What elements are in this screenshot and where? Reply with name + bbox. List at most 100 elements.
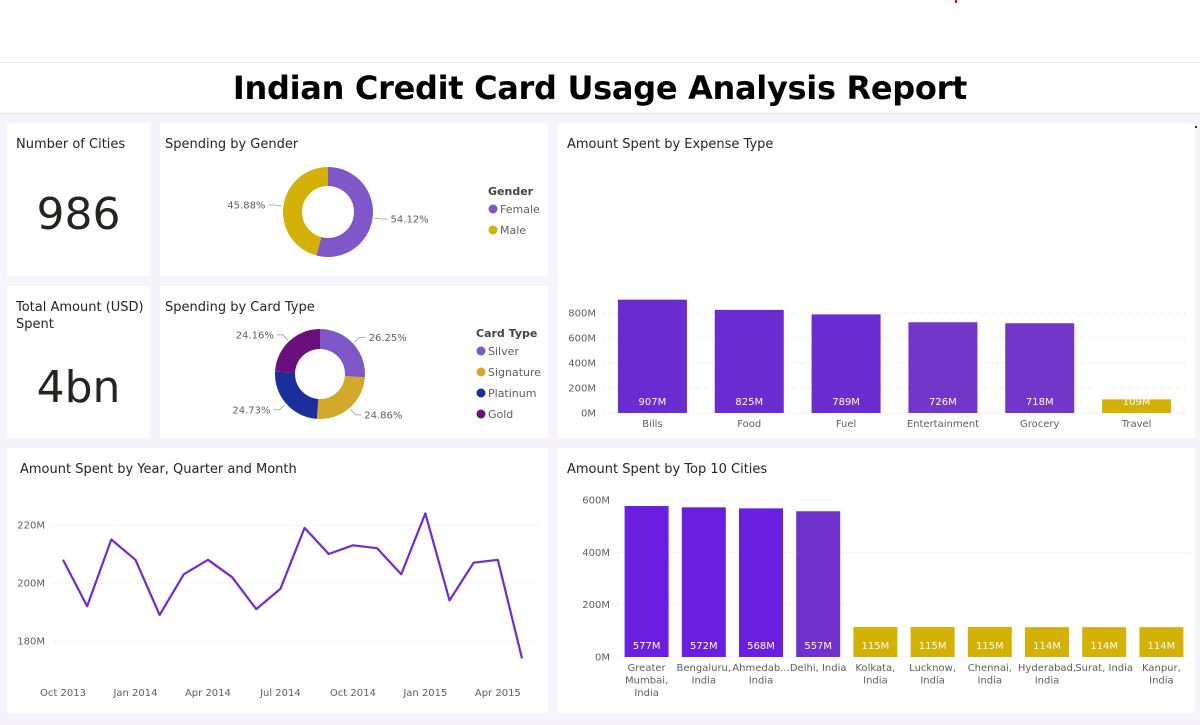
corner-mark (1195, 126, 1197, 128)
x-tick-label: Oct 2014 (330, 688, 376, 699)
y-tick-label: 200M (17, 579, 45, 590)
red-marker (955, 0, 957, 3)
bar-data-label: 115M (919, 641, 947, 652)
monthly-chart-card[interactable]: Amount Spent by Year, Quarter and Month … (7, 448, 548, 713)
donut-data-label: 24.73% (232, 405, 270, 416)
x-tick-label: Kanpur, (1142, 663, 1181, 674)
x-tick-label: Bills (642, 419, 662, 430)
bar-data-label: 114M (1148, 641, 1176, 652)
x-tick-label: India (920, 676, 945, 687)
kpi-cities-label: Number of Cities (16, 137, 126, 152)
legend-label-female: Female (500, 203, 540, 216)
gender-chart-title: Spending by Gender (165, 137, 299, 152)
cities-chart-title: Amount Spent by Top 10 Cities (567, 462, 768, 477)
cardtype-chart-title: Spending by Card Type (165, 300, 315, 315)
x-tick-label: India (1149, 676, 1174, 687)
bar-2 (811, 314, 881, 413)
x-tick-label: Jan 2015 (402, 688, 447, 699)
y-tick-label: 800M (568, 309, 596, 320)
legend-title: Card Type (476, 327, 537, 340)
donut-data-label: 26.25% (369, 333, 407, 344)
donut-leader-line (273, 404, 286, 411)
legend-label-silver: Silver (488, 345, 519, 358)
x-tick-label: Greater (628, 663, 667, 674)
kpi-cities-value: 986 (36, 189, 121, 240)
bar-data-label: 789M (832, 397, 860, 408)
bar-1 (714, 309, 784, 413)
x-tick-label: Food (737, 419, 761, 430)
x-tick-label: Chennai, (968, 663, 1012, 674)
expense-chart-title: Amount Spent by Expense Type (567, 137, 774, 152)
legend-label-gold: Gold (488, 408, 513, 421)
bar-7 (1025, 627, 1069, 657)
x-tick-label: Delhi, India (790, 663, 847, 674)
expense-chart-card[interactable]: Amount Spent by Expense Type 0M 200M 400M 6… (558, 123, 1195, 438)
x-tick-label: Entertainment (907, 419, 979, 430)
kpi-total-label: Total Amount (USD) Spent (16, 300, 144, 332)
kpi-card-cities[interactable]: Number of Cities 986 (7, 123, 150, 276)
x-tick-label: Travel (1121, 419, 1152, 430)
x-tick-label: Kolkata, (855, 663, 895, 674)
legend-swatch-female (488, 204, 498, 214)
x-tick-label: India (1035, 676, 1060, 687)
x-tick-label: India (978, 676, 1003, 687)
bar-data-label: 114M (1090, 641, 1118, 652)
bar-data-label: 825M (735, 397, 763, 408)
donut-slice-gold (275, 329, 320, 373)
x-tick-label: Fuel (836, 419, 856, 430)
x-tick-label: Ahmedab... (732, 663, 789, 674)
bar-9 (1139, 627, 1184, 657)
expense-bar-chart: 0M 200M 400M 600M 800M 907M Bills 825M Food 789M F… (568, 299, 1185, 430)
legend-swatch-signature (476, 367, 486, 377)
donut-data-label: 54.12% (391, 214, 429, 225)
kpi-card-total[interactable]: Total Amount (USD) Spent 4bn (7, 286, 150, 438)
bar-0 (624, 506, 669, 657)
donut-slice-signature (316, 375, 365, 419)
bar-2 (739, 508, 783, 657)
cities-bar-chart: 0M200M400M600M577MGreaterMumbai,India572… (582, 496, 1190, 699)
bar-data-label: 726M (929, 397, 957, 408)
y-tick-label: 200M (568, 384, 596, 395)
x-tick-label: Oct 2013 (40, 688, 86, 699)
y-tick-label: 220M (17, 521, 45, 532)
bar-5 (910, 626, 955, 657)
x-tick-label: India (863, 676, 888, 687)
y-tick-label: 0M (581, 409, 596, 420)
x-tick-label: Bengaluru, (677, 663, 732, 674)
x-tick-label: India (749, 676, 774, 687)
bar-3 (908, 322, 978, 413)
donut-data-label: 24.86% (364, 410, 402, 421)
donut-data-label: 24.16% (236, 330, 274, 341)
cities-chart-card[interactable]: Amount Spent by Top 10 Cities 0M 200M 400M… (558, 448, 1195, 713)
donut-leader-line (276, 334, 288, 341)
bar-8 (1082, 627, 1127, 657)
x-tick-label: Mumbai, (625, 676, 668, 687)
top-blank-area (0, 0, 1200, 62)
bar-5 (1102, 399, 1172, 413)
legend-label-platinum: Platinum (488, 387, 536, 400)
y-tick-label: 400M (568, 359, 596, 370)
cardtype-donut-chart: 26.25% 24.86% 24.73% 24.16% Card Type Silver S… (232, 327, 541, 421)
bar-data-label: 907M (639, 397, 667, 408)
report-title: Indian Credit Card Usage Analysis Report (232, 69, 968, 107)
bar-data-label: 572M (690, 641, 718, 652)
bar-1 (681, 507, 726, 657)
x-tick-label: Grocery (1020, 419, 1060, 430)
bar-0 (617, 299, 687, 413)
donut-leader-line (268, 204, 282, 207)
legend-swatch-male (488, 225, 498, 235)
gender-chart-card[interactable]: Spending by Gender 54.12% 45.88% Gender Fem… (160, 123, 548, 276)
bar-data-label: 577M (633, 641, 661, 652)
legend-swatch-platinum (476, 388, 486, 398)
donut-slice-female (316, 167, 373, 257)
bar-data-label: 557M (804, 641, 832, 652)
x-tick-label: Surat, India (1075, 663, 1133, 674)
legend-title: Gender (488, 185, 534, 198)
x-tick-label: India (634, 688, 659, 699)
y-tick-label: 180M (17, 637, 45, 648)
donut-leader-line (350, 409, 362, 416)
y-tick-label: 600M (568, 334, 596, 345)
donut-slice-silver (320, 329, 365, 378)
cardtype-chart-card[interactable]: Spending by Card Type 26.25% 24.86% 24.73%… (160, 286, 548, 438)
bar-4 (853, 626, 898, 657)
